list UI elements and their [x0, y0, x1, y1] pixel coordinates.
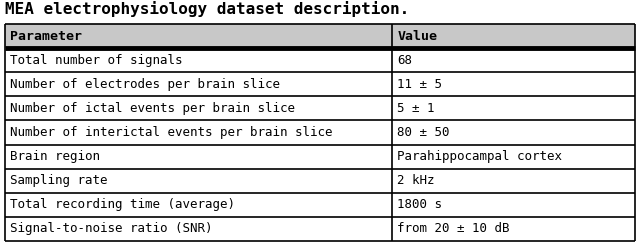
Bar — [5, 24, 635, 48]
Bar — [5, 48, 635, 72]
Bar — [5, 121, 635, 145]
Text: 2 kHz: 2 kHz — [397, 174, 435, 187]
Text: 68: 68 — [397, 54, 412, 67]
Text: Number of interictal events per brain slice: Number of interictal events per brain sl… — [10, 126, 333, 139]
Bar — [5, 96, 635, 121]
Text: Brain region: Brain region — [10, 150, 100, 163]
Text: Signal-to-noise ratio (SNR): Signal-to-noise ratio (SNR) — [10, 222, 212, 235]
Text: 80 ± 50: 80 ± 50 — [397, 126, 450, 139]
Bar — [5, 169, 635, 193]
Bar — [5, 193, 635, 217]
Text: Number of electrodes per brain slice: Number of electrodes per brain slice — [10, 78, 280, 91]
Bar — [5, 217, 635, 241]
Text: Parahippocampal cortex: Parahippocampal cortex — [397, 150, 563, 163]
Text: from 20 ± 10 dB: from 20 ± 10 dB — [397, 222, 510, 235]
Text: MEA electrophysiology dataset description.: MEA electrophysiology dataset descriptio… — [5, 1, 409, 17]
Text: Parameter: Parameter — [10, 30, 82, 43]
Text: Total number of signals: Total number of signals — [10, 54, 182, 67]
Bar — [5, 145, 635, 169]
Text: 11 ± 5: 11 ± 5 — [397, 78, 442, 91]
Text: 5 ± 1: 5 ± 1 — [397, 102, 435, 115]
Text: Number of ictal events per brain slice: Number of ictal events per brain slice — [10, 102, 295, 115]
Text: Sampling rate: Sampling rate — [10, 174, 108, 187]
Text: 1800 s: 1800 s — [397, 198, 442, 211]
Text: Value: Value — [397, 30, 438, 43]
Bar — [5, 72, 635, 96]
Text: Total recording time (average): Total recording time (average) — [10, 198, 235, 211]
